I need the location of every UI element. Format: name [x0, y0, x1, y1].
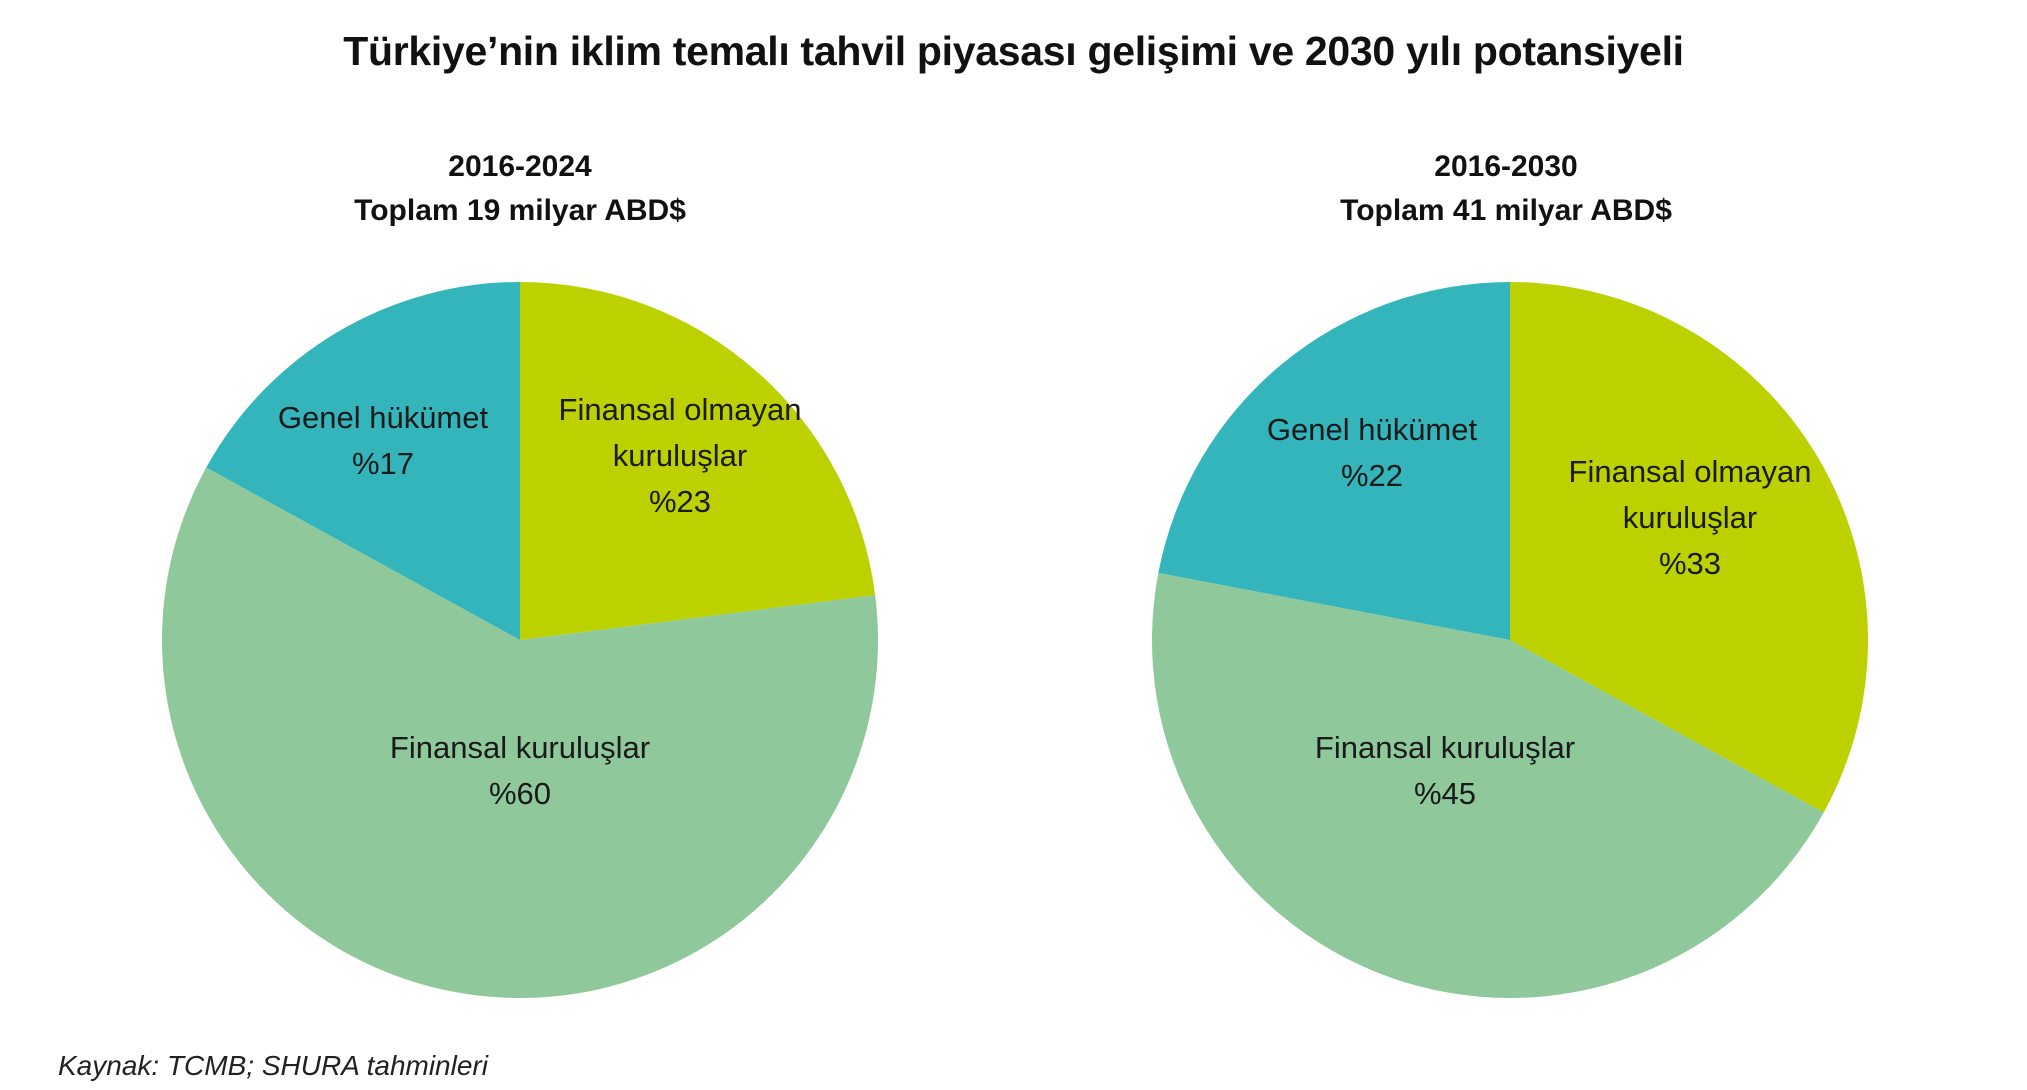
pie-left-period: 2016-2024: [448, 150, 592, 183]
pie-right-total: Toplam 41 milyar ABD$: [1340, 194, 1672, 227]
pie-left-value-finansal-olmayan: %23: [649, 484, 711, 519]
pie-left-value-genel-hukumet: %17: [352, 446, 414, 481]
pie-right-label-finansal-olmayan: Finansal olmayan kuruluşlar %33: [1569, 454, 1812, 581]
pie-right-slice-finansal-olmayan: [1510, 282, 1868, 813]
pie-right-label-genel-hukumet: Genel hükümet %22: [1267, 412, 1478, 493]
pie-right-value-genel-hukumet: %22: [1341, 458, 1403, 493]
pie-right-value-finansal-olmayan: %33: [1659, 546, 1721, 581]
pie-right-name-finansal: Finansal kuruluşlar: [1315, 730, 1575, 765]
pie-left-slice-finansal-olmayan: [520, 282, 876, 640]
pie-right-label-finansal: Finansal kuruluşlar %45: [1315, 730, 1575, 811]
pie-left-header: 2016-2024 Toplam 19 milyar ABD$: [170, 145, 870, 233]
pie-right-name-finansal-olmayan: kuruluşlar: [1623, 500, 1757, 535]
pie-left-total: Toplam 19 milyar ABD$: [354, 194, 686, 227]
pie-left-name-finansal-olmayan: Finansal olmayan: [559, 392, 802, 427]
pie-left-name-genel-hukumet: Genel hükümet: [278, 400, 489, 435]
pie-right-name-finansal-olmayan: Finansal olmayan: [1569, 454, 1812, 489]
pie-left-label-finansal-olmayan: Finansal olmayan kuruluşlar %23: [559, 392, 802, 519]
pie-left-label-finansal: Finansal kuruluşlar %60: [390, 730, 650, 811]
pie-left-name-finansal: Finansal kuruluşlar: [390, 730, 650, 765]
pie-right-slice-finansal: [1152, 572, 1824, 998]
pie-left-slice-genel-hukumet: [206, 282, 520, 640]
pie-left-label-genel-hukumet: Genel hükümet %17: [278, 400, 489, 481]
pie-left-name-finansal-olmayan: kuruluşlar: [613, 438, 747, 473]
pie-right-period: 2016-2030: [1434, 150, 1578, 183]
source-note: Kaynak: TCMB; SHURA tahminleri: [58, 1050, 488, 1081]
chart-title: Türkiye’nin iklim temalı tahvil piyasası…: [343, 28, 1684, 74]
pie-right-slice-genel-hukumet: [1158, 282, 1510, 640]
pie-right-name-genel-hukumet: Genel hükümet: [1267, 412, 1478, 447]
pie-left-value-finansal: %60: [489, 776, 551, 811]
pie-right-value-finansal: %45: [1414, 776, 1476, 811]
pie-left-slice-finansal: [161, 467, 879, 999]
pie-right-header: 2016-2030 Toplam 41 milyar ABD$: [1156, 145, 1856, 233]
